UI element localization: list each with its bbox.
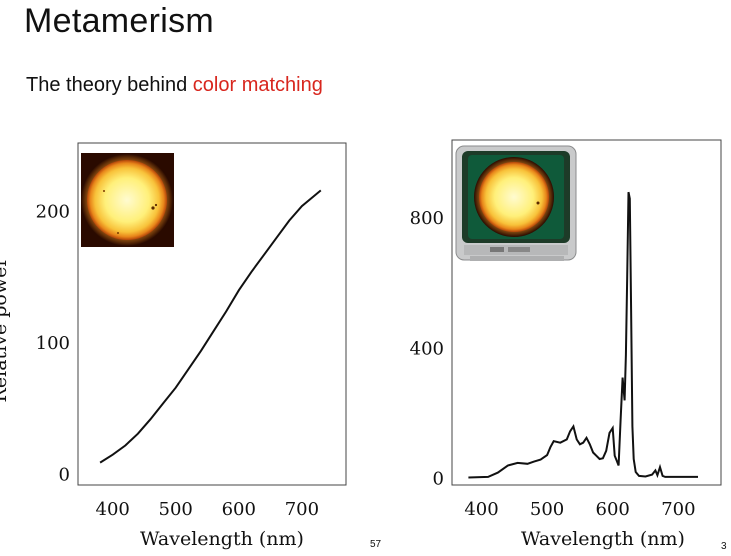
chart-right-xtick-4: 700: [661, 499, 695, 520]
subtitle-highlight: color matching: [192, 74, 323, 96]
chart-left-frame: [77, 142, 347, 486]
chart-left-xtick-4: 700: [285, 499, 319, 520]
chart-right-series-line: [468, 191, 698, 479]
chart-left-ytick-3: 200: [36, 201, 70, 222]
sun-photo-icon: [81, 153, 174, 247]
slide-subtitle: The theory behind color matching: [26, 74, 323, 97]
crt-tv-with-sun-icon: [455, 145, 577, 261]
chart-right-ytick-1: 0: [433, 469, 444, 490]
chart-left-xlabel: Wavelength (nm): [140, 528, 304, 550]
chart-right-xtick-2: 500: [530, 499, 564, 520]
chart-right-xlabel: Wavelength (nm): [521, 528, 685, 550]
subtitle-prefix: The theory behind: [26, 74, 193, 96]
chart-left-xtick-2: 500: [159, 499, 193, 520]
chart-right-ytick-2: 400: [410, 338, 444, 359]
chart-left-ytick-1: 0: [59, 465, 70, 486]
chart-left-ylabel: Relative power: [0, 257, 11, 403]
chart-left: 400 500 600 700 0 100 200 Wavelength (nm…: [0, 142, 347, 550]
chart-right-xtick-1: 400: [464, 499, 498, 520]
chart-left-xtick-3: 600: [222, 499, 256, 520]
chart-left-ytick-2: 100: [36, 333, 70, 354]
chart-right-frame: [451, 139, 722, 486]
slide-number: 57: [370, 539, 382, 550]
chart-right-xtick-3: 600: [596, 499, 630, 520]
chart-right: 400 500 600 700 0 400 800 Wavelength (nm…: [410, 139, 722, 550]
chart-right-ytick-3: 800: [410, 208, 444, 229]
chart-left-series-line: [99, 189, 322, 464]
slide-title: Metamerism: [24, 2, 215, 40]
corner-fragment: 3: [721, 541, 727, 552]
chart-left-xtick-1: 400: [96, 499, 130, 520]
